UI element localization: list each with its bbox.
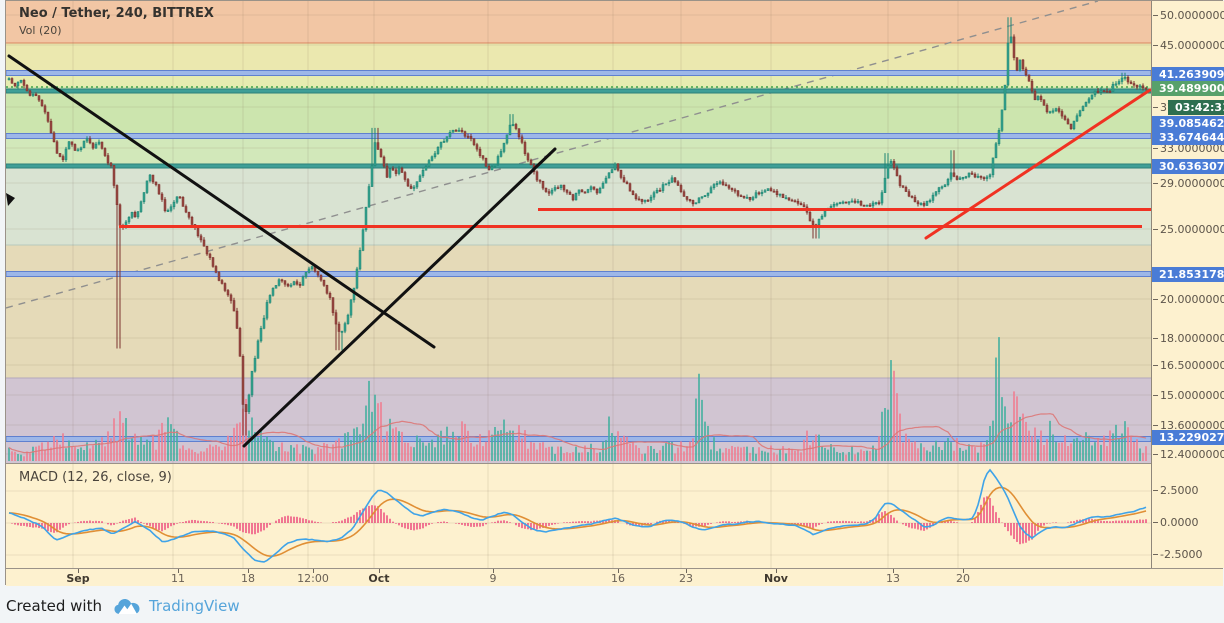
price-axis-label: 20.00000000 (1160, 293, 1224, 306)
credit-bar: Created with TradingView (6, 594, 240, 618)
price-axis-label: 25.00000000 (1160, 223, 1224, 236)
alert-price-badge: 21.85317897 (1152, 267, 1224, 282)
price-axis-label: 33.00000000 (1160, 142, 1224, 155)
price-axis-label: 12.40000000 (1160, 448, 1224, 461)
time-axis-tick (893, 569, 894, 573)
price-axis-label: 18.00000000 (1160, 332, 1224, 345)
time-axis-tick (618, 569, 619, 573)
background-band (6, 245, 1151, 378)
alert-price-badge: 30.63630788 (1152, 159, 1224, 174)
time-axis-tick (78, 569, 79, 573)
volume-indicator-label[interactable]: Vol (20) (19, 24, 62, 37)
created-with-text: Created with (6, 597, 102, 615)
macd-chart-canvas[interactable] (6, 464, 1151, 569)
price-axis-label: 16.50000000 (1160, 359, 1224, 372)
time-axis-label: 12:00 (297, 572, 329, 585)
drawing-anchor-mark (6, 193, 15, 206)
axis-tick (1153, 522, 1158, 523)
macd-line (8, 468, 1147, 563)
price-axis-label: 29.00000000 (1160, 177, 1224, 190)
time-axis-label: 11 (171, 572, 185, 585)
time-axis-label: Oct (368, 572, 390, 585)
tradingview-brand-text[interactable]: TradingView (148, 597, 240, 615)
axis-tick (1153, 299, 1158, 300)
macd-indicator-label[interactable]: MACD (12, 26, close, 9) (19, 470, 172, 485)
blue-price-level-line[interactable] (6, 271, 1151, 277)
candlesticks (7, 17, 1148, 436)
alert-price-badge: 13.22902761 (1152, 430, 1224, 445)
time-axis-tick (313, 569, 314, 573)
time-axis-tick (248, 569, 249, 573)
axis-tick (1153, 15, 1158, 16)
axis-tick (1153, 229, 1158, 230)
volume-bars (8, 337, 1147, 461)
symbol-title[interactable]: Neo / Tether, 240, BITTREX (19, 6, 214, 21)
time-axis-tick (686, 569, 687, 573)
blue-price-level-line[interactable] (6, 436, 1151, 442)
red-trendline[interactable] (924, 88, 1151, 240)
time-axis-tick (379, 569, 380, 573)
background-band (6, 136, 1151, 166)
black-trendline[interactable] (7, 54, 436, 349)
time-axis[interactable]: Sep 11 18 12:00 Oct 9 16 23 Nov 13 20 (6, 568, 1223, 586)
time-axis-tick (493, 569, 494, 573)
volume-ma-line (8, 413, 1147, 454)
time-axis-label: Sep (66, 572, 90, 585)
chart-legend[interactable]: Neo / Tether, 240, BITTREX Vol (20) (19, 6, 214, 37)
background-band (6, 166, 1151, 245)
axis-tick (1153, 490, 1158, 491)
chart-widget[interactable]: Neo / Tether, 240, BITTREX Vol (20) MACD… (5, 0, 1224, 586)
time-axis-tick (963, 569, 964, 573)
axis-tick (1153, 365, 1158, 366)
macd-axis-label: 2.5000 (1160, 484, 1199, 497)
axis-tick (1153, 45, 1158, 46)
background-band (6, 1, 1151, 43)
blue-price-level-line[interactable] (6, 133, 1151, 139)
price-axis-label: 15.00000000 (1160, 389, 1224, 402)
macd-axis-label: -2.5000 (1160, 548, 1203, 561)
time-axis-tick (776, 569, 777, 573)
macd-axis-label: 0.0000 (1160, 516, 1199, 529)
axis-tick (1153, 107, 1158, 108)
blue-price-level-line[interactable] (6, 70, 1151, 76)
macd-pane[interactable]: MACD (12, 26, close, 9) (6, 463, 1151, 569)
axis-tick (1153, 395, 1158, 396)
teal-price-level-line[interactable] (6, 163, 1151, 169)
time-axis-label: 16 (611, 572, 625, 585)
price-chart-canvas[interactable] (6, 1, 1151, 463)
alert-price-badge: 39.08546277 (1152, 116, 1224, 131)
background-band (6, 43, 1151, 71)
axis-tick (1153, 425, 1158, 426)
time-axis-tick (178, 569, 179, 573)
time-axis-label: 13 (886, 572, 900, 585)
tradingview-logo-icon[interactable] (114, 598, 141, 615)
axis-tick (1153, 183, 1158, 184)
black-trendline[interactable] (242, 147, 557, 448)
time-axis-label: 20 (956, 572, 970, 585)
axis-tick (1153, 338, 1158, 339)
time-axis-label: 18 (241, 572, 255, 585)
axis-tick (1153, 554, 1158, 555)
price-axis[interactable]: 50.0000000045.0000000037.0000000033.0000… (1151, 1, 1224, 568)
teal-price-level-line[interactable] (6, 88, 1151, 94)
price-axis-label: 13.60000000 (1160, 419, 1224, 432)
price-pane[interactable]: Neo / Tether, 240, BITTREX Vol (20) (6, 1, 1151, 463)
time-axis-label: 9 (489, 572, 497, 585)
price-axis-label: 50.00000000 (1160, 9, 1224, 22)
time-axis-label: Nov (764, 572, 788, 585)
time-axis-label: 23 (679, 572, 693, 585)
price-axis-label: 45.00000000 (1160, 39, 1224, 52)
axis-tick (1153, 148, 1158, 149)
candle-countdown-badge: 03:42:31 (1168, 100, 1224, 115)
alert-price-badge: 33.67464461 (1152, 130, 1224, 145)
alert-price-badge: 41.26390930 (1152, 67, 1224, 82)
background-band (6, 87, 1151, 136)
last-price-badge: 39.48990000 (1152, 81, 1224, 96)
axis-tick (1153, 454, 1158, 455)
